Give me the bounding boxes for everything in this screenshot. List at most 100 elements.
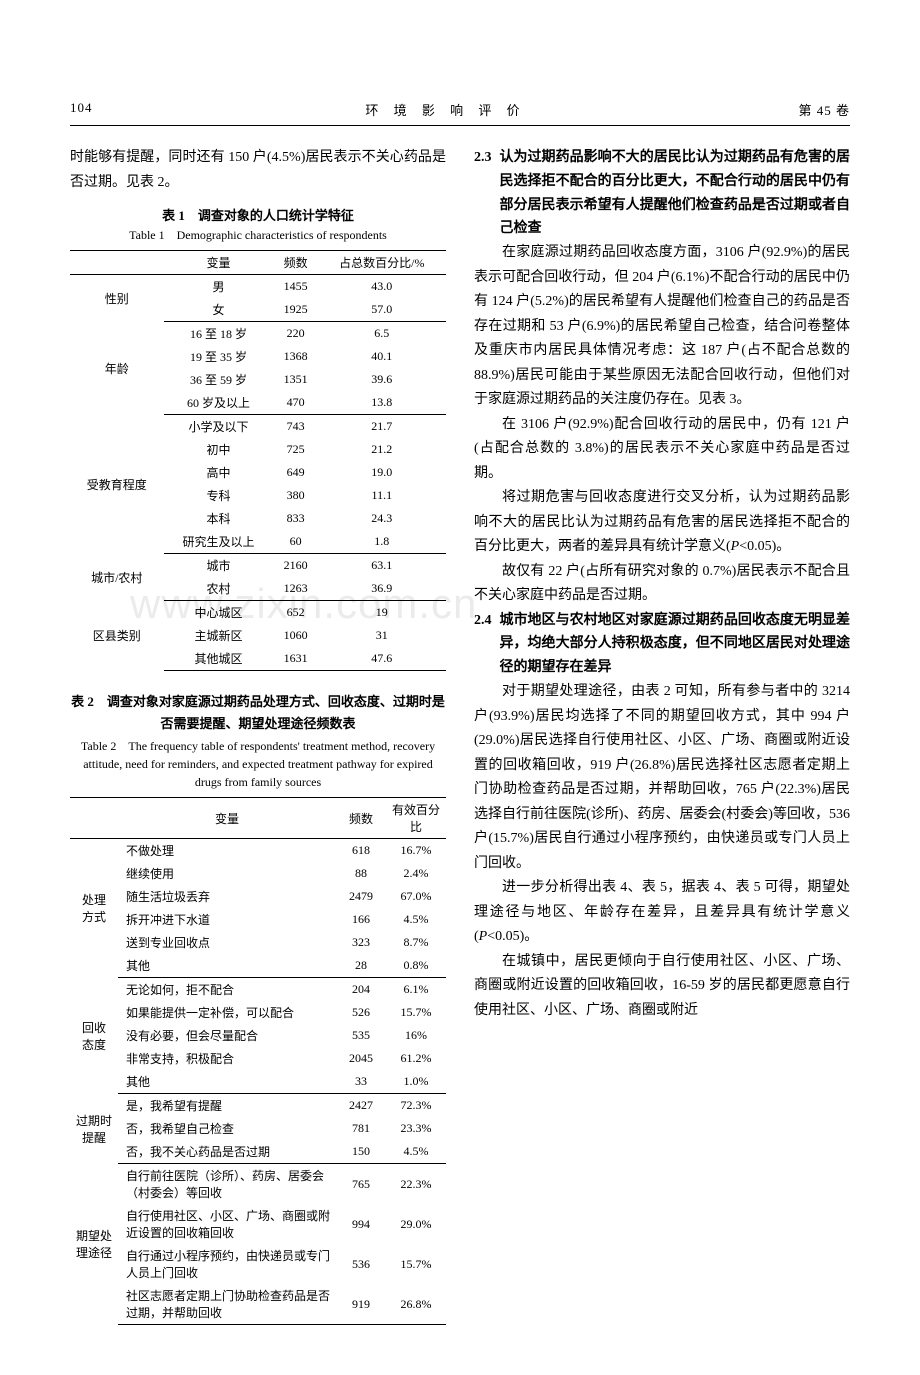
paragraph-r7: 在城镇中，居民更倾向于自行使用社区、小区、广场、商圈或附近设置的回收箱回收，16… <box>474 950 850 1024</box>
table-cell: 是，我希望有提醒 <box>118 1094 336 1118</box>
table-cell: 60 <box>274 530 318 554</box>
table-row: 非常支持，积极配合204561.2% <box>70 1047 446 1070</box>
table-cell: 19 至 35 岁 <box>164 345 274 368</box>
table-cell: 919 <box>336 1284 386 1325</box>
table-row: 否，我不关心药品是否过期1504.5% <box>70 1140 446 1164</box>
table-cell: 没有必要，但会尽量配合 <box>118 1024 336 1047</box>
table-cell: 其他城区 <box>164 647 274 671</box>
two-column-layout: 时能够有提醒，同时还有 150 户(4.5%)居民表示不关心药品是否过期。见表 … <box>70 146 850 1325</box>
table-cell: 781 <box>336 1117 386 1140</box>
paragraph-r3b: <0.05)。 <box>739 539 790 554</box>
table-cell: 23.3% <box>386 1117 446 1140</box>
section-2-3-num: 2.3 <box>474 146 492 241</box>
table-cell: 22.3% <box>386 1164 446 1205</box>
table1-title-cn: 表 1 调查对象的人口统计学特征 <box>70 205 446 224</box>
table-cell: 536 <box>336 1244 386 1284</box>
table-cell: 6.5 <box>318 322 446 346</box>
table1-head-blank <box>70 251 164 275</box>
table-row: 区县类别中心城区65219 <box>70 601 446 625</box>
table-cell: 否，我希望自己检查 <box>118 1117 336 1140</box>
table-cell: 535 <box>336 1024 386 1047</box>
table-cell: 743 <box>274 415 318 439</box>
table-cell: 农村 <box>164 577 274 601</box>
table-cell: 社区志愿者定期上门协助检查药品是否过期，并帮助回收 <box>118 1284 336 1325</box>
table-cell: 323 <box>336 931 386 954</box>
table-cell: 1631 <box>274 647 318 671</box>
table-cell: 自行前往医院（诊所）、药房、居委会（村委会）等回收 <box>118 1164 336 1205</box>
table2-title-cn: 表 2 调查对象对家庭源过期药品处理方式、回收态度、过期时是否需要提醒、期望处理… <box>70 691 446 735</box>
right-column: 2.3 认为过期药品影响不大的居民比认为过期药品有危害的居民选择拒不配合的百分比… <box>474 146 850 1325</box>
paragraph-r5: 对于期望处理途径，由表 2 可知，所有参与者中的 3214 户(93.9%)居民… <box>474 680 850 876</box>
table-cell: 6.1% <box>386 978 446 1002</box>
table-row: 受教育程度小学及以下74321.7 <box>70 415 446 439</box>
table-cell: 652 <box>274 601 318 625</box>
paragraph-r3a: 将过期危害与回收态度进行交叉分析，认为过期药品影响不大的居民比认为过期药品有危害… <box>474 490 850 554</box>
table-cell: 526 <box>336 1001 386 1024</box>
table-cell: 送到专业回收点 <box>118 931 336 954</box>
table-cell: 1263 <box>274 577 318 601</box>
group-label: 性别 <box>70 275 164 322</box>
section-2-3-heading: 2.3 认为过期药品影响不大的居民比认为过期药品有危害的居民选择拒不配合的百分比… <box>474 146 850 241</box>
table1: 变量 频数 占总数百分比/% 性别男145543.0女192557.0年龄16 … <box>70 250 446 671</box>
table-cell: 57.0 <box>318 298 446 322</box>
left-column: 时能够有提醒，同时还有 150 户(4.5%)居民表示不关心药品是否过期。见表 … <box>70 146 446 1325</box>
table-row: 其他280.8% <box>70 954 446 978</box>
table1-title-en: Table 1 Demographic characteristics of r… <box>70 226 446 244</box>
group-label: 城市/农村 <box>70 554 164 601</box>
table-row: 自行通过小程序预约，由快递员或专门人员上门回收53615.7% <box>70 1244 446 1284</box>
table-cell: 主城新区 <box>164 624 274 647</box>
table-cell: 21.7 <box>318 415 446 439</box>
table-cell: 随生活垃圾丢弃 <box>118 885 336 908</box>
table2: 变量 频数 有效百分比 处理 方式不做处理61816.7%继续使用882.4%随… <box>70 797 446 1325</box>
table-cell: 初中 <box>164 438 274 461</box>
p-stat-2: P <box>479 929 488 944</box>
table-row: 过期时 提醒是，我希望有提醒242772.3% <box>70 1094 446 1118</box>
table-cell: 如果能提供一定补偿，可以配合 <box>118 1001 336 1024</box>
table-cell: 专科 <box>164 484 274 507</box>
table-cell: 无论如何，拒不配合 <box>118 978 336 1002</box>
table-cell: 150 <box>336 1140 386 1164</box>
table-cell: 1368 <box>274 345 318 368</box>
table-cell: 72.3% <box>386 1094 446 1118</box>
table-cell: 13.8 <box>318 391 446 415</box>
table-row: 拆开冲进下水道1664.5% <box>70 908 446 931</box>
table-cell: 470 <box>274 391 318 415</box>
table-cell: 765 <box>336 1164 386 1205</box>
table-cell: 220 <box>274 322 318 346</box>
page-header: 104 环 境 影 响 评 价 第 45 卷 <box>70 100 850 126</box>
table-cell: 36 至 59 岁 <box>164 368 274 391</box>
table-row: 继续使用882.4% <box>70 862 446 885</box>
paragraph-r4: 故仅有 22 户(占所有研究对象的 0.7%)居民表示不配合且不关心家庭中药品是… <box>474 560 850 609</box>
group-label: 受教育程度 <box>70 415 164 554</box>
table-cell: 39.6 <box>318 368 446 391</box>
table2-header-row: 变量 频数 有效百分比 <box>70 798 446 839</box>
paragraph-r1: 在家庭源过期药品回收态度方面，3106 户(92.9%)的居民表示可配合回收行动… <box>474 241 850 413</box>
table-cell: 自行通过小程序预约，由快递员或专门人员上门回收 <box>118 1244 336 1284</box>
group-label: 过期时 提醒 <box>70 1094 118 1164</box>
table-cell: 1925 <box>274 298 318 322</box>
table-cell: 非常支持，积极配合 <box>118 1047 336 1070</box>
table-cell: 47.6 <box>318 647 446 671</box>
section-2-4-heading: 2.4 城市地区与农村地区对家庭源过期药品回收态度无明显差异，均绝大部分人持积极… <box>474 609 850 680</box>
table-cell: 19.0 <box>318 461 446 484</box>
table-cell: 2045 <box>336 1047 386 1070</box>
group-label: 处理 方式 <box>70 839 118 978</box>
table-row: 社区志愿者定期上门协助检查药品是否过期，并帮助回收91926.8% <box>70 1284 446 1325</box>
table-cell: 16 至 18 岁 <box>164 322 274 346</box>
table1-head-var: 变量 <box>164 251 274 275</box>
table-cell: 15.7% <box>386 1244 446 1284</box>
table2-head-freq: 频数 <box>336 798 386 839</box>
table-cell: 1.8 <box>318 530 446 554</box>
table-cell: 19 <box>318 601 446 625</box>
table-cell: 1060 <box>274 624 318 647</box>
table-cell: 其他 <box>118 1070 336 1094</box>
table-cell: 28 <box>336 954 386 978</box>
table-cell: 1351 <box>274 368 318 391</box>
table-cell: 自行使用社区、小区、广场、商圈或附近设置的回收箱回收 <box>118 1204 336 1244</box>
p-stat-1: P <box>731 539 740 554</box>
table-row: 随生活垃圾丢弃247967.0% <box>70 885 446 908</box>
table-cell: 1455 <box>274 275 318 299</box>
intro-paragraph: 时能够有提醒，同时还有 150 户(4.5%)居民表示不关心药品是否过期。见表 … <box>70 146 446 195</box>
table-row: 没有必要，但会尽量配合53516% <box>70 1024 446 1047</box>
table-cell: 2479 <box>336 885 386 908</box>
